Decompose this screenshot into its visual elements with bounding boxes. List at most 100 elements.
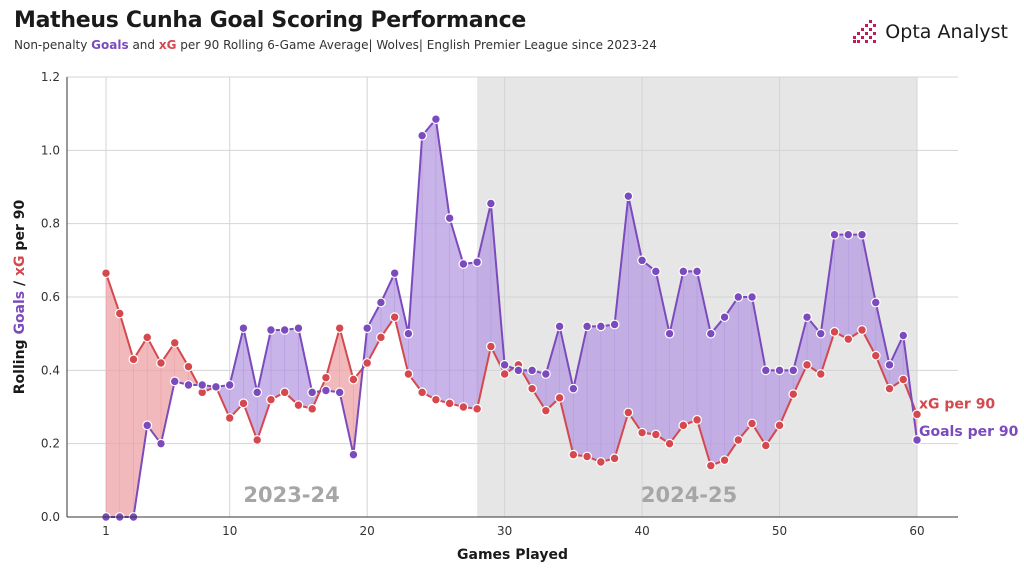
- goals-series-label: Goals per 90: [919, 424, 1019, 440]
- subtitle-goals: Goals: [91, 38, 129, 52]
- y-axis-title-post: per 90: [12, 200, 28, 256]
- goals-point: [307, 387, 318, 398]
- x-tick-label: 50: [772, 524, 787, 538]
- xg-point: [568, 449, 579, 460]
- xg-point: [664, 438, 675, 449]
- goals-point: [568, 383, 579, 394]
- goals-point: [884, 359, 895, 370]
- y-axis-title-sep: /: [12, 276, 28, 291]
- goals-point: [430, 114, 441, 125]
- xg-point: [815, 369, 826, 379]
- goals-point: [334, 387, 345, 398]
- xg-point: [857, 325, 867, 335]
- area-segment: [119, 313, 134, 518]
- season-label-1: 2024-25: [641, 483, 737, 507]
- xg-point: [458, 402, 469, 412]
- subtitle-xg: xG: [158, 38, 177, 52]
- xg-point: [912, 409, 922, 420]
- goals-point: [211, 381, 221, 392]
- xg-point: [430, 394, 441, 405]
- goals-point: [912, 435, 922, 445]
- xg-point: [183, 361, 194, 372]
- xg-point: [582, 451, 593, 462]
- goals-point: [513, 365, 524, 376]
- goals-point: [224, 380, 235, 390]
- goals-point: [582, 321, 593, 332]
- goals-point: [540, 369, 551, 379]
- goals-point: [458, 259, 469, 269]
- goals-point: [692, 266, 702, 277]
- xg-point: [334, 323, 345, 334]
- goals-point: [156, 438, 166, 449]
- xg-point: [293, 400, 304, 411]
- y-tick-label: 0.8: [41, 217, 60, 231]
- xg-point: [142, 332, 153, 343]
- xg-point: [540, 405, 551, 416]
- goals-point: [623, 191, 634, 202]
- xg-point: [348, 374, 359, 385]
- goals-point: [499, 359, 510, 370]
- goals-point: [348, 449, 359, 460]
- goals-point: [197, 380, 208, 390]
- goals-point: [142, 420, 153, 431]
- xg-point: [238, 398, 249, 409]
- xg-point: [485, 341, 496, 352]
- xg-point: [321, 372, 331, 383]
- y-axis-title-xg: xG: [12, 255, 28, 276]
- xg-point: [156, 358, 166, 368]
- x-tick-label: 40: [634, 524, 649, 538]
- chart-subtitle: Non-penalty Goals and xG per 90 Rolling …: [14, 38, 657, 52]
- xg-point: [774, 420, 785, 431]
- goals-point: [760, 365, 771, 376]
- area-segment: [834, 234, 849, 340]
- area-segment: [366, 302, 382, 364]
- goals-point: [815, 328, 826, 339]
- y-tick-label: 0.4: [41, 363, 60, 377]
- goals-point: [389, 268, 400, 279]
- xg-point: [101, 268, 111, 279]
- goals-point: [169, 376, 180, 387]
- subtitle-post: per 90 Rolling 6-Game Average| Wolves| E…: [176, 38, 657, 52]
- xg-point: [376, 332, 386, 343]
- y-tick-label: 1.2: [41, 70, 60, 84]
- goals-point: [733, 292, 744, 302]
- xg-point: [279, 387, 290, 398]
- y-axis-title: Rolling Goals / xG per 90: [12, 200, 28, 395]
- goals-point: [664, 328, 675, 339]
- y-axis-title-pre: Rolling: [12, 335, 28, 395]
- goals-point: [485, 198, 496, 209]
- xg-point: [307, 403, 318, 414]
- goals-point: [678, 266, 689, 277]
- x-axis-title: Games Played: [457, 547, 568, 563]
- x-tick-label: 60: [909, 524, 924, 538]
- y-axis-title-goals: Goals: [12, 291, 28, 335]
- xg-point: [870, 350, 881, 361]
- area-segment: [463, 261, 478, 410]
- goals-point: [472, 257, 483, 268]
- y-tick-label: 1.0: [41, 143, 60, 157]
- xg-point: [678, 420, 689, 431]
- goals-point: [444, 213, 455, 224]
- goals-point: [843, 229, 854, 240]
- logo-text: Opta Analyst: [885, 21, 1008, 43]
- goals-point: [321, 385, 331, 396]
- goals-point: [595, 321, 606, 332]
- goals-point: [362, 323, 373, 334]
- xg-point: [417, 387, 428, 398]
- xg-point: [114, 308, 125, 319]
- area-segment: [847, 234, 863, 340]
- xg-point: [128, 354, 139, 365]
- chart-title: Matheus Cunha Goal Scoring Performance: [14, 8, 526, 33]
- subtitle-pre: Non-penalty: [14, 38, 92, 52]
- season-label-0: 2023-24: [243, 483, 339, 507]
- y-tick-label: 0.0: [41, 510, 60, 524]
- goals-point: [376, 297, 386, 308]
- goals-point: [527, 365, 538, 376]
- xg-point: [362, 358, 373, 368]
- goals-point: [238, 323, 249, 334]
- opta-bars-icon: [853, 20, 877, 43]
- area-segment: [600, 324, 615, 463]
- goals-point: [554, 321, 565, 332]
- xg-point: [802, 359, 812, 370]
